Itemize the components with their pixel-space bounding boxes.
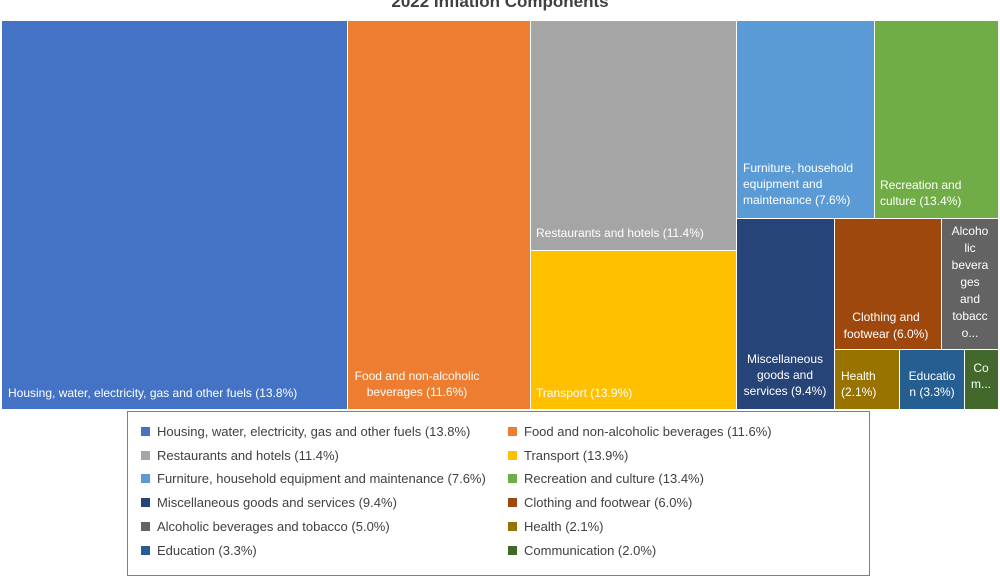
- legend-swatch: [508, 474, 517, 484]
- legend-item: Clothing and footwear (6.0%): [508, 495, 692, 510]
- treemap-chart: Housing, water, electricity, gas and oth…: [2, 21, 998, 409]
- treemap-label-communication: Co: [973, 361, 989, 375]
- treemap-label-health: Health: [841, 369, 876, 383]
- legend-swatch: [141, 545, 150, 555]
- legend-item: Alcoholic beverages and tobacco (5.0%): [141, 519, 390, 534]
- treemap-cell-transport: Transport (13.9%): [531, 251, 736, 409]
- legend-label: Education (3.3%): [157, 542, 257, 558]
- treemap-label-alcoholic-beverages-and-tobacco: ges: [960, 275, 979, 289]
- treemap-label-alcoholic-beverages-and-tobacco: Alcoho: [952, 224, 989, 238]
- chart-legend: Housing, water, electricity, gas and oth…: [127, 411, 870, 576]
- legend-label: Clothing and footwear (6.0%): [524, 495, 693, 511]
- treemap-cell-health: Health (2.1%): [835, 350, 899, 409]
- legend-label: Furniture, household equipment and maint…: [157, 471, 486, 487]
- treemap-rect-recreation-and-culture: [875, 21, 998, 218]
- treemap-label-food-and-non-alcoholic-beverages: Food and non-alcoholic: [355, 369, 480, 383]
- treemap-label-miscellaneous-goods-and-services: services (9.4%): [744, 384, 827, 398]
- treemap-label-alcoholic-beverages-and-tobacco: and: [960, 292, 980, 306]
- legend-label: Recreation and culture (13.4%): [524, 471, 704, 487]
- legend-item: Recreation and culture (13.4%): [508, 471, 704, 486]
- treemap-rect-food-and-non-alcoholic-beverages: [348, 21, 530, 409]
- treemap-cell-education: Educatio n (3.3%): [900, 350, 964, 409]
- legend-item: Furniture, household equipment and maint…: [141, 471, 486, 486]
- legend-item: Health (2.1%): [508, 519, 603, 534]
- legend-swatch: [508, 427, 517, 436]
- legend-label: Transport (13.9%): [524, 447, 629, 463]
- treemap-rect-housing-water-electricity-gas-and-other-fuels: [2, 21, 347, 409]
- treemap-cell-alcoholic-beverages-and-tobacco: Alcoho lic bevera ges and tobacc o...: [942, 219, 998, 349]
- treemap-label-clothing-and-footwear: footwear (6.0%): [844, 327, 929, 341]
- legend-item: Communication (2.0%): [508, 543, 656, 558]
- legend-item: Miscellaneous goods and services (9.4%): [141, 495, 397, 510]
- treemap-rect-education: [900, 350, 964, 409]
- legend-swatch: [141, 427, 150, 436]
- legend-label: Food and non-alcoholic beverages (11.6%): [524, 424, 772, 439]
- treemap-label-communication: m...: [971, 377, 991, 391]
- treemap-cell-furniture-household-equipment-and-maintenance: Furniture, household equipment and mainten…: [737, 21, 874, 218]
- legend-item: Education (3.3%): [141, 543, 257, 558]
- treemap-label-miscellaneous-goods-and-services: Miscellaneous: [747, 352, 823, 366]
- treemap-label-furniture-household-equipment-and-maintenance: maintenance (7.6%): [743, 193, 850, 207]
- treemap-rect-communication: [965, 350, 998, 409]
- treemap-label-furniture-household-equipment-and-maintenance: equipment and: [743, 177, 822, 191]
- legend-swatch: [508, 450, 517, 460]
- treemap-rect-furniture-household-equipment-and-maintenance: [737, 21, 874, 218]
- treemap-rect-restaurants-and-hotels: [531, 21, 736, 250]
- treemap-cell-food-and-non-alcoholic-beverages: Food and non-alcoholic beverages (11.6%): [348, 21, 530, 409]
- chart-title: 2022 Inflation Components: [391, 0, 609, 11]
- legend-label: Housing, water, electricity, gas and oth…: [157, 424, 471, 439]
- legend-label: Communication (2.0%): [524, 542, 657, 558]
- treemap-cell-housing-water-electricity-gas-and-other-fuels: Housing, water, electricity, gas and oth…: [2, 21, 347, 409]
- legend-item: Housing, water, electricity, gas and oth…: [141, 424, 470, 439]
- treemap-label-alcoholic-beverages-and-tobacco: tobacc: [952, 309, 987, 323]
- treemap-rect-transport: [531, 251, 736, 409]
- treemap-cell-clothing-and-footwear: Clothing and footwear (6.0%): [835, 219, 941, 349]
- legend-swatch: [141, 498, 150, 508]
- legend-swatch: [508, 521, 517, 531]
- legend-label: Alcoholic beverages and tobacco (5.0%): [157, 518, 390, 534]
- legend-swatch: [141, 450, 150, 460]
- treemap-label-education: n (3.3%): [909, 385, 954, 399]
- treemap-label-miscellaneous-goods-and-services: goods and: [757, 368, 813, 382]
- treemap-label-recreation-and-culture: Recreation and: [880, 178, 961, 192]
- treemap-label-recreation-and-culture: culture (13.4%): [880, 194, 961, 208]
- treemap-rect-miscellaneous-goods-and-services: [737, 219, 834, 409]
- treemap-cell-communication: Co m...: [965, 350, 998, 409]
- treemap-cell-miscellaneous-goods-and-services: Miscellaneous goods and services (9.4%): [737, 219, 834, 409]
- treemap-rect-health: [835, 350, 899, 409]
- treemap-label-alcoholic-beverages-and-tobacco: lic: [964, 241, 975, 255]
- treemap-label-transport: Transport (13.9%): [536, 386, 632, 400]
- treemap-label-food-and-non-alcoholic-beverages: beverages (11.6%): [367, 385, 468, 399]
- treemap-cell-recreation-and-culture: Recreation and culture (13.4%): [875, 21, 998, 218]
- treemap-rect-alcoholic-beverages-and-tobacco: [942, 219, 998, 349]
- legend-label: Miscellaneous goods and services (9.4%): [157, 495, 397, 511]
- treemap-label-clothing-and-footwear: Clothing and: [852, 310, 919, 324]
- treemap-label-education: Educatio: [909, 369, 956, 383]
- legend-swatch: [508, 545, 517, 555]
- legend-item: Food and non-alcoholic beverages (11.6%): [508, 424, 772, 439]
- treemap-label-health: (2.1%): [841, 385, 876, 399]
- legend-item: Restaurants and hotels (11.4%): [141, 448, 339, 463]
- treemap-label-alcoholic-beverages-and-tobacco: bevera: [952, 258, 989, 272]
- treemap-label-restaurants-and-hotels: Restaurants and hotels (11.4%): [536, 226, 704, 240]
- legend-item: Transport (13.9%): [508, 448, 628, 463]
- treemap-label-housing-water-electricity-gas-and-other-fuels: Housing, water, electricity, gas and oth…: [8, 386, 297, 400]
- treemap-cell-restaurants-and-hotels: Restaurants and hotels (11.4%): [531, 21, 736, 250]
- treemap-label-furniture-household-equipment-and-maintenance: Furniture, household: [743, 161, 853, 175]
- treemap-rect-clothing-and-footwear: [835, 219, 941, 349]
- legend-swatch: [141, 521, 150, 531]
- legend-swatch: [508, 498, 517, 508]
- legend-label: Restaurants and hotels (11.4%): [157, 447, 339, 463]
- treemap-label-alcoholic-beverages-and-tobacco: o...: [962, 326, 979, 340]
- legend-swatch: [141, 474, 150, 484]
- legend-label: Health (2.1%): [524, 518, 604, 534]
